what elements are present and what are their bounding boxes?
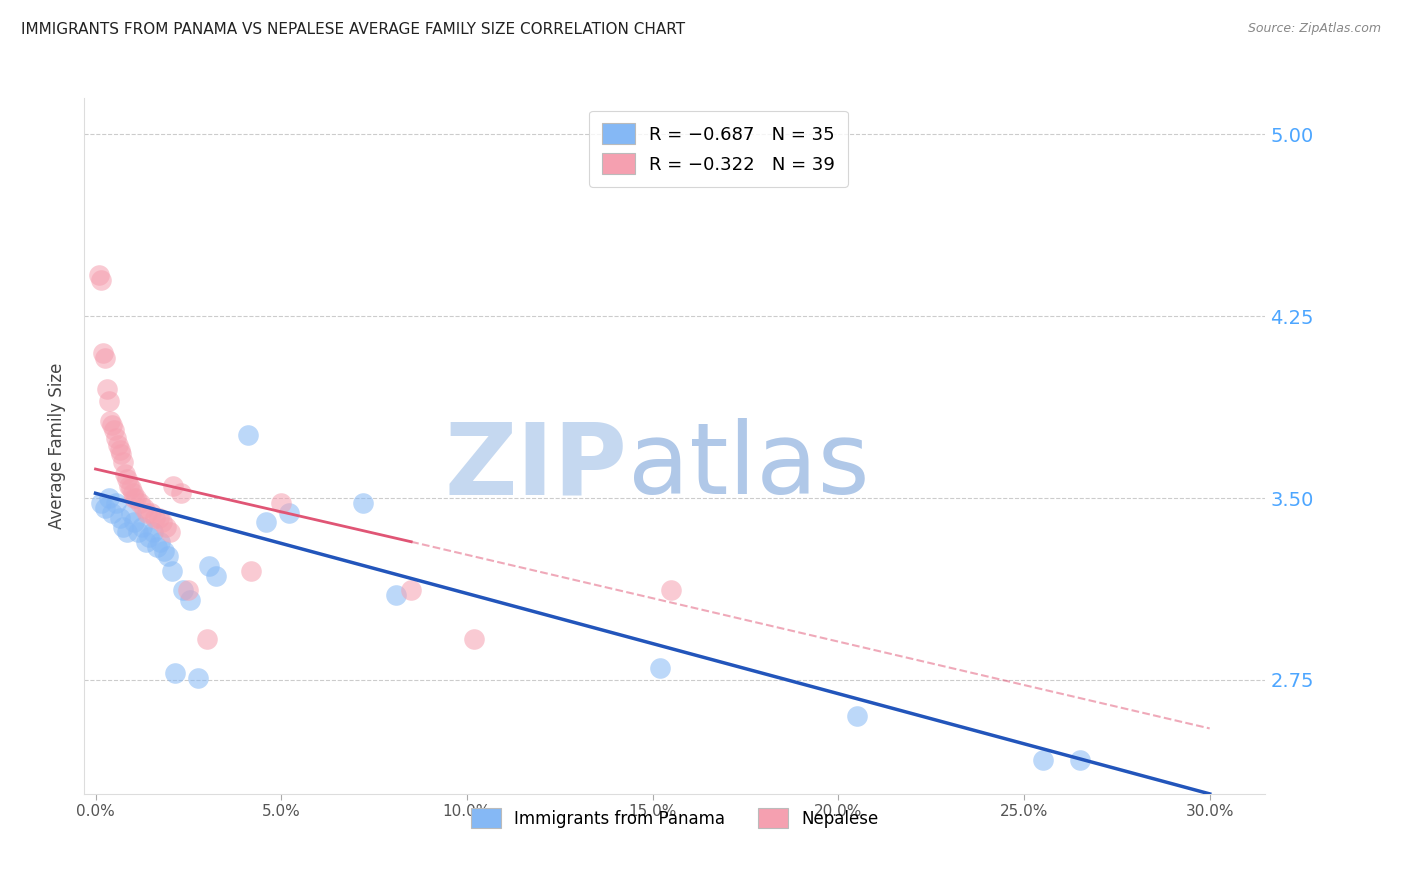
Point (94, 500, 117, 515)
Point (108, 510, 131, 524)
Point (125, 491, 148, 505)
Point (277, 506, 299, 520)
Point (153, 544, 176, 558)
Point (148, 510, 170, 524)
Point (94, 351, 117, 365)
Point (91, 345, 114, 359)
Point (399, 583, 422, 598)
Point (270, 496, 292, 510)
Point (172, 583, 194, 598)
Point (90, 273, 112, 287)
Point (160, 564, 183, 578)
Point (101, 418, 124, 433)
Point (120, 482, 142, 496)
Point (112, 520, 135, 534)
Text: ZIP: ZIP (444, 418, 627, 516)
Point (127, 524, 149, 539)
Point (159, 524, 181, 539)
Legend: Immigrants from Panama, Nepalese: Immigrants from Panama, Nepalese (461, 798, 889, 838)
Point (179, 593, 201, 607)
Point (132, 500, 155, 515)
Point (385, 588, 408, 602)
Point (156, 549, 179, 564)
Point (97, 394, 120, 409)
Point (124, 491, 146, 505)
Point (146, 540, 169, 554)
Point (96, 382, 118, 396)
Point (149, 534, 172, 549)
Point (98, 413, 121, 427)
Point (135, 534, 157, 549)
Point (254, 516, 277, 530)
Point (659, 583, 682, 598)
Point (129, 496, 152, 510)
Point (110, 448, 132, 462)
Point (177, 583, 200, 598)
Point (121, 486, 143, 500)
Point (142, 524, 165, 539)
Point (170, 486, 193, 500)
Point (118, 479, 141, 493)
Point (136, 506, 159, 520)
Point (240, 564, 263, 578)
Point (120, 506, 142, 520)
Text: Source: ZipAtlas.com: Source: ZipAtlas.com (1247, 22, 1381, 36)
Point (89, 268, 111, 282)
Text: atlas: atlas (627, 418, 869, 516)
Point (131, 520, 153, 534)
Point (114, 467, 136, 481)
Y-axis label: Average Family Size: Average Family Size (48, 363, 66, 529)
Point (352, 496, 374, 510)
Point (104, 496, 127, 510)
Point (108, 442, 131, 457)
Point (90, 496, 112, 510)
Point (143, 510, 166, 524)
Point (1032, 753, 1054, 767)
Point (112, 455, 135, 469)
Point (648, 661, 671, 675)
Point (138, 530, 160, 544)
Point (141, 506, 163, 520)
Point (101, 506, 124, 520)
Point (165, 665, 187, 680)
Point (103, 423, 125, 437)
Point (205, 568, 228, 582)
Point (155, 520, 177, 534)
Point (124, 516, 146, 530)
Point (115, 524, 138, 539)
Point (104, 430, 127, 444)
Point (236, 428, 259, 442)
Point (162, 479, 184, 493)
Point (97, 491, 120, 505)
Point (195, 632, 218, 646)
Point (197, 559, 219, 574)
Point (1069, 753, 1091, 767)
Point (845, 709, 868, 723)
Point (150, 516, 173, 530)
Text: IMMIGRANTS FROM PANAMA VS NEPALESE AVERAGE FAMILY SIZE CORRELATION CHART: IMMIGRANTS FROM PANAMA VS NEPALESE AVERA… (21, 22, 685, 37)
Point (115, 472, 138, 486)
Point (107, 438, 129, 452)
Point (187, 671, 209, 685)
Point (463, 632, 485, 646)
